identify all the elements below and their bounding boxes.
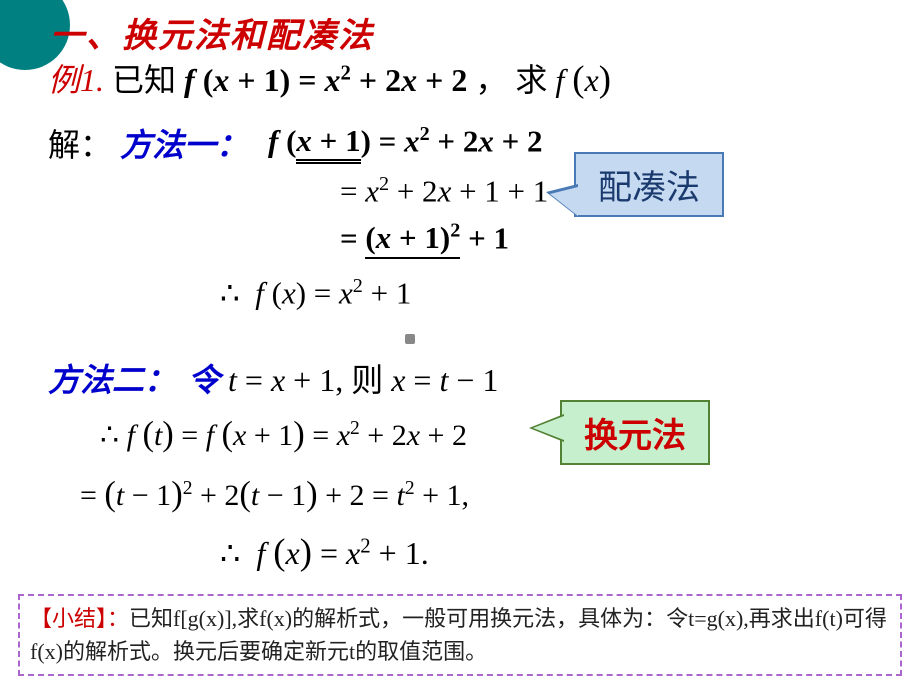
method2-final: ∴ f (x) = x2 + 1. xyxy=(220,530,429,573)
page-marker xyxy=(405,334,415,344)
example-line: 例1. 已知 f (x + 1) = x2 + 2x + 2 ， 求 f (x) xyxy=(48,55,611,101)
given-pre: 已知 xyxy=(112,62,184,98)
method1-final: ∴ f (x) = x2 + 1 xyxy=(220,275,411,311)
subst-a: t = x + 1, xyxy=(228,362,351,398)
callout-huanyuan-box: 换元法 xyxy=(560,400,710,465)
method2-label: 方法二： xyxy=(48,355,176,401)
given-post: ， 求 xyxy=(475,62,555,98)
method1-eq2: = x2 + 2x + 1 + 1 xyxy=(340,173,548,209)
callout-huanyuan-text: 换元法 xyxy=(584,418,686,455)
then-word: 则 xyxy=(351,362,383,398)
method2-let: 令 t = x + 1, 则 x = t − 1 xyxy=(188,355,498,401)
callout-huanyuan: 换元法 xyxy=(560,400,710,465)
method2-eq1: ∴ f (t) = f (x + 1) = x2 + 2x + 2 xyxy=(100,415,467,454)
solution-line: 解： 方法一： xyxy=(48,120,248,166)
solution-label: 解： xyxy=(48,127,112,163)
summary-body: 已知f[g(x)],求f(x)的解析式，一般可用换元法，具体为：令t=g(x),… xyxy=(30,606,887,664)
callout-arrow-icon xyxy=(546,184,578,217)
summary-box: 【小结】：已知f[g(x)],求f(x)的解析式，一般可用换元法，具体为：令t=… xyxy=(18,594,902,676)
method1-label: 方法一： xyxy=(120,127,248,163)
callout-peicou: 配凑法 xyxy=(574,152,724,217)
section-title: 一、换元法和配凑法 xyxy=(50,8,374,57)
callout-peicou-box: 配凑法 xyxy=(574,152,724,217)
method1-eq1: f (x + 1) = x2 + 2x + 2 xyxy=(268,123,543,159)
subst-b: x = t − 1 xyxy=(391,362,498,398)
target-math: f (x) xyxy=(555,62,611,98)
method1-eq3: = (x + 1)2 + 1 xyxy=(340,220,509,256)
method2-eq2: = (t − 1)2 + 2(t − 1) + 2 = t2 + 1, xyxy=(80,475,469,514)
callout-peicou-text: 配凑法 xyxy=(598,170,700,207)
given-math: f (x + 1) = x2 + 2x + 2 xyxy=(184,62,467,98)
summary-label: 【小结】： xyxy=(30,606,129,631)
example-label: 例1. xyxy=(48,62,104,98)
let-word: 令 xyxy=(188,362,220,398)
callout-arrow-icon xyxy=(529,414,564,442)
